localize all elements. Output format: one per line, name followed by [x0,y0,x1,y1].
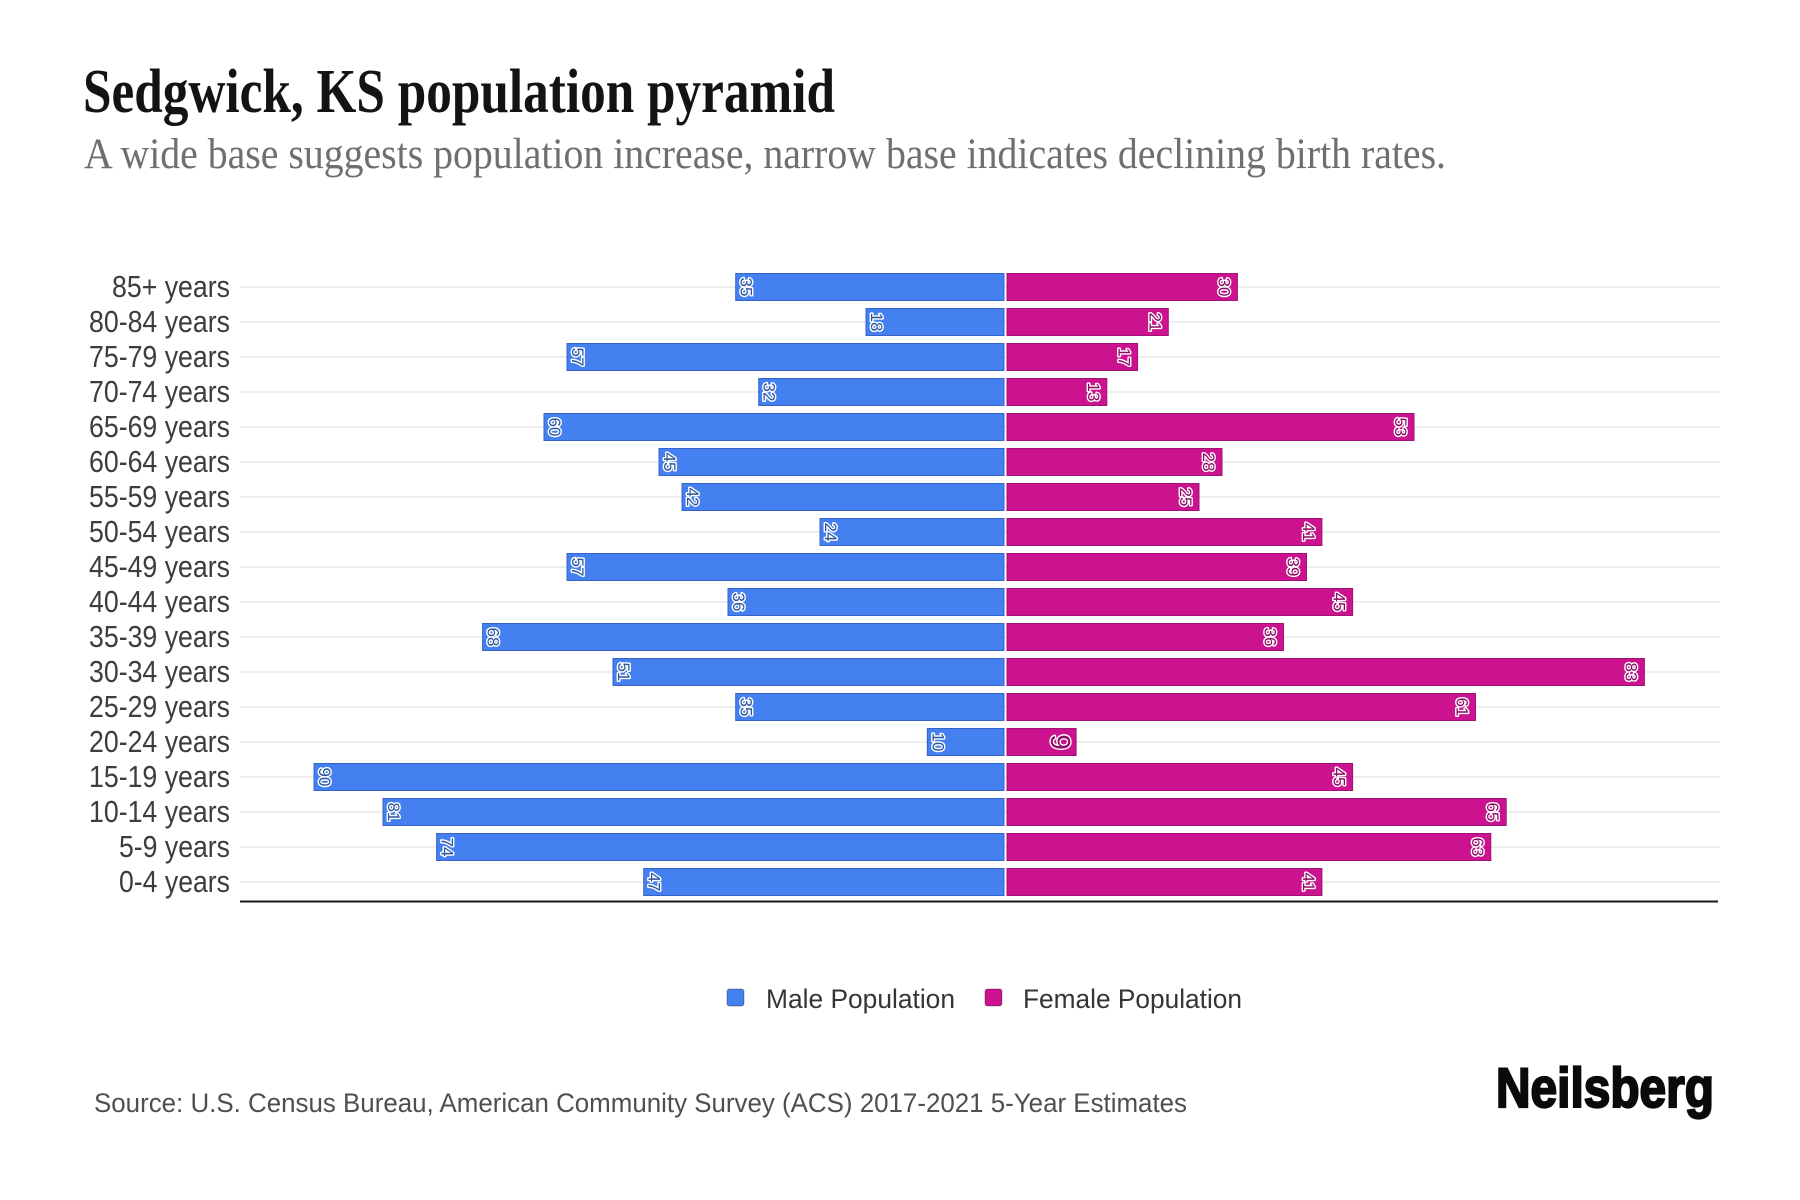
svg-text:21: 21 [1145,313,1164,332]
svg-text:39: 39 [1284,558,1303,577]
svg-text:60-64 years: 60-64 years [89,444,230,479]
svg-text:17: 17 [1115,348,1134,367]
svg-text:65-69 years: 65-69 years [89,409,230,444]
svg-text:53: 53 [1391,418,1410,437]
svg-text:Male Population: Male Population [766,984,955,1014]
svg-text:32: 32 [760,383,779,402]
svg-text:50-54 years: 50-54 years [89,514,230,549]
svg-text:18: 18 [867,313,886,332]
svg-text:36: 36 [729,593,748,612]
svg-text:55-59 years: 55-59 years [89,479,230,514]
svg-text:45: 45 [1330,768,1349,787]
svg-text:65: 65 [1483,803,1502,822]
svg-text:51: 51 [614,663,633,682]
svg-text:74: 74 [438,838,457,857]
svg-text:45: 45 [1330,593,1349,612]
svg-text:57: 57 [568,558,587,577]
svg-text:70-74 years: 70-74 years [89,374,230,409]
svg-text:24: 24 [821,523,840,542]
svg-text:9: 9 [1045,734,1076,750]
svg-text:57: 57 [568,348,587,367]
svg-text:90: 90 [315,768,334,787]
svg-text:63: 63 [1468,838,1487,857]
svg-text:5-9 years: 5-9 years [119,829,230,864]
svg-text:41: 41 [1299,523,1318,542]
svg-text:10: 10 [928,733,947,752]
svg-text:10-14 years: 10-14 years [89,794,230,829]
svg-text:80-84 years: 80-84 years [89,304,230,339]
svg-text:75-79 years: 75-79 years [89,339,230,374]
svg-text:42: 42 [683,488,702,507]
svg-text:A wide base suggests populatio: A wide base suggests population increase… [84,131,1446,178]
svg-text:45-49 years: 45-49 years [89,549,230,584]
svg-text:25-29 years: 25-29 years [89,689,230,724]
svg-text:85+ years: 85+ years [112,269,230,304]
svg-text:60: 60 [545,418,564,437]
svg-text:68: 68 [484,628,503,647]
svg-text:35-39 years: 35-39 years [89,619,230,654]
svg-text:20-24 years: 20-24 years [89,724,230,759]
svg-text:40-44 years: 40-44 years [89,584,230,619]
svg-text:45: 45 [660,453,679,472]
svg-text:0-4 years: 0-4 years [119,864,230,899]
svg-text:30-34 years: 30-34 years [89,654,230,689]
svg-text:83: 83 [1621,663,1640,682]
svg-text:61: 61 [1453,698,1472,717]
svg-text:13: 13 [1084,383,1103,402]
svg-text:36: 36 [1261,628,1280,647]
svg-text:Sedgwick, KS population pyrami: Sedgwick, KS population pyramid [83,58,835,126]
svg-text:30: 30 [1214,278,1233,297]
svg-text:15-19 years: 15-19 years [89,759,230,794]
svg-text:Source: U.S. Census Bureau, Am: Source: U.S. Census Bureau, American Com… [94,1088,1187,1118]
svg-text:35: 35 [737,698,756,717]
svg-text:35: 35 [737,278,756,297]
svg-text:Female Population: Female Population [1023,984,1242,1014]
svg-text:Neilsberg: Neilsberg [1496,1056,1714,1119]
svg-text:25: 25 [1176,488,1195,507]
svg-text:81: 81 [384,803,403,822]
svg-text:28: 28 [1199,453,1218,472]
svg-text:41: 41 [1299,873,1318,892]
svg-text:47: 47 [645,873,664,892]
